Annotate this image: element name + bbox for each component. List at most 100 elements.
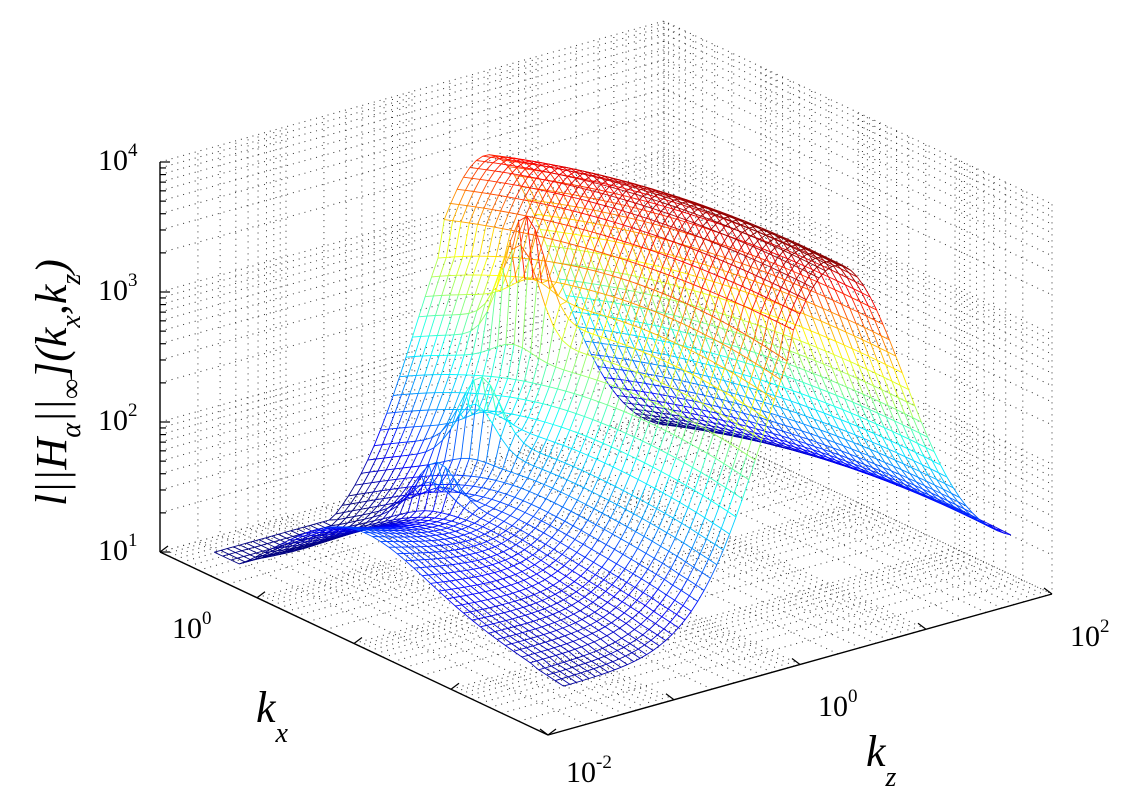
surface-mesh-line [450,408,458,430]
surface-mesh-line [422,335,430,357]
surface-mesh-line [591,292,599,312]
surface-mesh-line [718,278,726,296]
surface-mesh-line [480,349,490,353]
surface-mesh-line [426,566,436,575]
surface-mesh-line [843,445,852,450]
surface-mesh-line [841,450,850,455]
surface-mesh-line [786,258,794,272]
surface-mesh-line [596,252,605,256]
surface-mesh-line [486,162,494,171]
surface-mesh-line [782,397,790,411]
surface-mesh-line [497,612,505,615]
surface-mesh-line [855,460,865,465]
surface-mesh-line [654,264,664,268]
surface-mesh-line [348,494,357,497]
surface-mesh-line [421,531,428,533]
surface-mesh-line [732,382,742,386]
surface-mesh-line [655,293,663,313]
surface-mesh-line [409,552,419,561]
surface-mesh-line [819,388,829,393]
kx-grid-line [450,158,956,690]
surface-mesh-line [717,217,725,223]
surface-mesh-line [596,193,604,204]
surface-mesh-line [601,343,609,357]
surface-mesh-line [591,353,600,356]
surface-mesh-line [438,409,446,426]
surface-mesh-line [651,335,659,356]
surface-mesh-line [679,271,689,275]
surface-mesh-line [476,293,484,311]
surface-mesh-line [464,561,472,564]
surface-mesh-line [383,496,393,499]
surface-mesh-line [479,565,487,569]
surface-mesh-line [628,531,636,544]
surface-mesh-line [439,564,446,567]
surface-mesh-line [507,377,517,381]
surface-mesh-line [655,203,663,216]
surface-mesh-line [636,351,644,373]
surface-mesh-line [414,483,423,491]
surface-mesh-line [631,215,639,228]
surface-mesh-line [398,478,406,489]
surface-mesh-line [768,314,778,319]
surface-mesh-line [623,402,632,405]
surface-mesh-line [698,250,707,255]
surface-mesh-line [859,451,867,461]
surface-mesh-line [475,552,485,560]
surface-mesh-line [804,313,813,319]
surface-mesh-line [797,440,805,448]
surface-mesh-line [797,297,805,315]
surface-mesh-line [388,546,398,555]
surface-mesh-line [237,555,244,559]
surface-mesh-line [794,420,803,432]
surface-mesh-line [482,155,492,158]
surface-mesh-line [520,186,528,200]
surface-mesh-line [723,380,732,393]
surface-mesh-line [752,239,760,247]
surface-mesh-line [639,217,647,231]
surface-mesh-line [800,340,808,358]
surface-mesh-line [691,250,699,266]
surface-mesh-line [514,185,523,199]
surface-mesh-line [496,578,503,582]
surface-mesh-line [779,439,786,445]
surface-mesh-line [798,354,806,371]
kx-grid-line [472,168,978,700]
surface-mesh-line [657,315,665,336]
kx-grid-line [501,182,1007,714]
surface-mesh-line [643,391,651,401]
surface-mesh-line [507,628,517,635]
surface-mesh-line [694,348,704,352]
surface-mesh-line [486,624,496,632]
surface-mesh-line [620,257,629,275]
surface-mesh-line [779,360,787,377]
surface-mesh-line [552,487,561,493]
surface-mesh-line [394,455,402,470]
surface-mesh-line [708,271,717,276]
surface-mesh-line [647,373,655,386]
surface-mesh-line [456,256,464,276]
surface-mesh-line [569,595,579,602]
kx-tick [256,591,266,599]
surface-mesh-line [492,534,500,539]
surface-mesh-line [434,529,441,532]
surface-mesh-line [483,193,491,209]
surface-mesh-line [684,350,692,371]
surface-mesh-line [652,415,662,418]
surface-mesh-line [586,266,595,269]
surface-mesh-line [558,217,566,234]
surface-mesh-line [718,242,728,247]
surface-mesh-line [691,407,701,410]
surface-mesh-line [547,280,557,283]
surface-mesh-line [612,522,620,535]
surface-mesh-line [541,280,549,284]
surface-mesh-line [649,363,658,366]
surface-mesh-line [614,193,622,205]
surface-mesh-line [559,407,568,412]
surface-mesh-line [470,459,479,477]
surface-mesh-line [517,553,527,560]
surface-mesh-line [595,198,605,202]
z-grid-line [159,111,1053,296]
surface-mesh-line [260,544,270,550]
surface-mesh-line [742,231,751,237]
